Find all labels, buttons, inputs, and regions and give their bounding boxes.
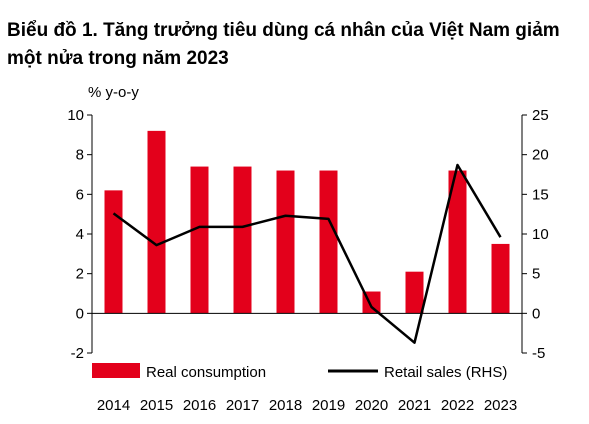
x-tick-label-2023: 2023 [484,397,517,414]
left-tick-label-0: 0 [76,305,84,322]
retail-sales-line [112,163,502,344]
chart-title: Biểu đồ 1. Tăng trưởng tiêu dùng cá nhân… [7,20,560,69]
left-tick-label-8: 8 [76,147,84,164]
bar-2017 [233,166,252,314]
right-tick-label-0: 0 [532,305,540,322]
x-tick-label-2021: 2021 [398,397,431,414]
bar-2021 [405,271,424,314]
left-tick-label-10: 10 [67,107,84,124]
x-axis-labels: 2014 2015 2016 2017 2018 2019 2020 2021 2022 2023 [97,397,517,414]
x-tick-label-2017: 2017 [226,397,259,414]
x-tick-label-2022: 2022 [441,397,474,414]
left-tick-label-4: 4 [76,226,84,243]
legend: Real consumption Retail sales (RHS) [92,363,507,381]
left-tick-label-2: 2 [76,266,84,283]
left-tick-label-6: 6 [76,186,84,203]
line-series [112,163,502,344]
legend-label-real-consumption: Real consumption [146,364,266,381]
x-tick-label-2015: 2015 [140,397,173,414]
bar-2023 [491,243,510,314]
bar-2014 [104,190,123,314]
legend-label-retail-sales: Retail sales (RHS) [384,364,507,381]
x-tick-label-2016: 2016 [183,397,216,414]
y-axis-unit-label: % y-o-y [88,84,139,101]
x-tick-label-2014: 2014 [97,397,130,414]
axes: -2 0 2 4 6 8 10 -5 0 5 10 15 20 25 [67,107,548,362]
bar-2016 [190,166,209,314]
right-tick-label-5: 5 [532,266,540,283]
bar-series [104,130,510,314]
bar-2019 [319,170,338,314]
legend-swatch-real-consumption [92,363,140,378]
left-tick-label-2: -2 [71,345,84,362]
right-tick-label-25: 25 [532,107,549,124]
right-tick-label-15: 15 [532,186,549,203]
bar-2018 [276,170,295,314]
x-tick-label-2019: 2019 [312,397,345,414]
right-tick-label-10: 10 [532,226,549,243]
x-tick-label-2018: 2018 [269,397,302,414]
bar-2022 [448,170,467,314]
right-tick-label-5: -5 [532,345,545,362]
x-tick-label-2020: 2020 [355,397,388,414]
right-tick-label-20: 20 [532,147,549,164]
bar-2015 [147,130,166,314]
